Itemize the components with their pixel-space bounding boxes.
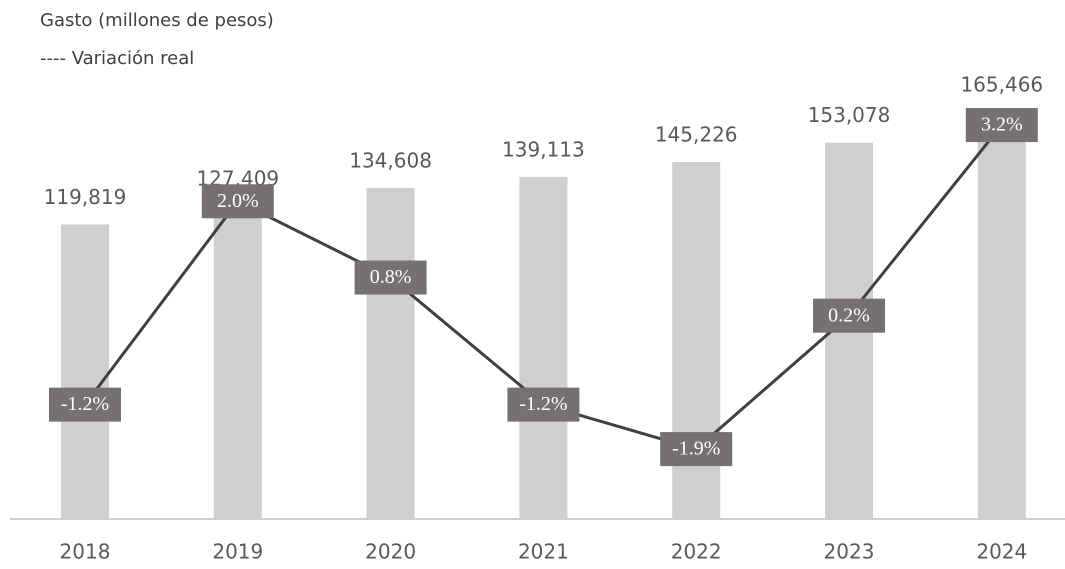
- point-label: 0.8%: [370, 266, 412, 288]
- x-tick-label: 2022: [671, 540, 722, 564]
- x-tick-label: 2021: [518, 540, 569, 564]
- bar-value-label: 119,819: [44, 185, 127, 209]
- x-tick-label: 2019: [212, 540, 263, 564]
- legend-bar: Gasto (millones de pesos): [40, 10, 274, 31]
- point-label-box: [965, 108, 1038, 143]
- point-label: -1.2%: [519, 393, 567, 415]
- point-label-box: [813, 298, 885, 333]
- x-tick-label: 2024: [976, 540, 1027, 564]
- bar: [977, 112, 1026, 519]
- point-label: 3.2%: [981, 114, 1023, 136]
- point-label: 0.2%: [828, 304, 870, 326]
- point-label-box: [660, 432, 733, 467]
- bar: [61, 224, 109, 520]
- x-tick-label: 2020: [365, 540, 416, 564]
- bar: [519, 177, 568, 520]
- x-tick-label: 2023: [824, 540, 875, 564]
- bar: [213, 205, 262, 520]
- x-tick-label: 2018: [60, 540, 111, 564]
- point-label-box: [49, 387, 121, 422]
- bar: [366, 188, 415, 519]
- bar-value-label: 153,078: [808, 103, 891, 127]
- point-label-box: [354, 260, 427, 295]
- bar-value-label: 139,113: [502, 138, 585, 162]
- bar-value-label: 145,226: [655, 122, 738, 146]
- legend-line: ---- Variación real: [40, 48, 194, 69]
- bar-value-label: 134,608: [349, 149, 432, 173]
- point-label-box: [507, 387, 580, 422]
- point-label: -1.2%: [61, 393, 109, 415]
- point-label: 2.0%: [217, 190, 259, 212]
- point-label-box: [201, 184, 274, 219]
- point-label: -1.9%: [672, 438, 720, 460]
- bar-value-label: 165,466: [960, 73, 1043, 97]
